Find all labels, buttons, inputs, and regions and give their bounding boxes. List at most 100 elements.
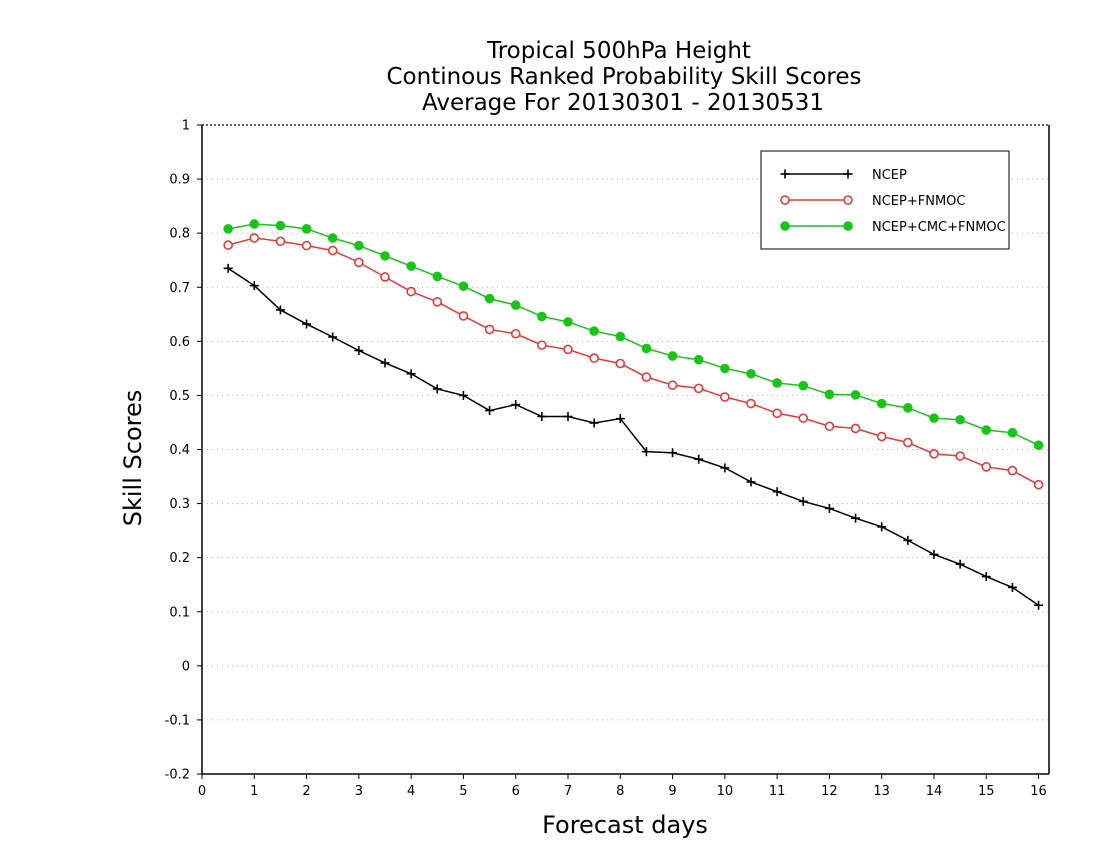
data-point [824, 389, 835, 400]
x-tick-label: 14 [926, 784, 943, 799]
series-line [227, 267, 1039, 606]
data-point [458, 281, 469, 291]
series-line [227, 237, 1039, 486]
legend-label: NCEP [872, 168, 907, 183]
legend-marker [780, 195, 790, 205]
data-point [510, 300, 521, 310]
data-point [772, 378, 782, 388]
data-point [851, 513, 861, 523]
legend-marker [843, 221, 853, 231]
data-point [458, 390, 468, 400]
data-point [1033, 440, 1044, 450]
data-point [328, 332, 338, 342]
data-point [1033, 479, 1044, 490]
x-tick-label: 10 [717, 784, 734, 799]
data-point [589, 418, 599, 428]
x-tick-label: 11 [769, 784, 786, 799]
data-point [511, 400, 521, 410]
data-point [746, 477, 756, 487]
data-point [746, 398, 756, 409]
data-point [693, 354, 704, 365]
y-tick-label: -0.1 [165, 713, 190, 728]
y-tick-label: 1 [182, 119, 190, 134]
x-axis-title: Forecast days [542, 811, 708, 839]
data-point [929, 549, 939, 559]
data-point [223, 224, 233, 234]
data-point [850, 390, 861, 400]
data-point [406, 261, 416, 271]
data-point [275, 305, 285, 315]
data-point [380, 272, 390, 282]
data-point [484, 324, 495, 335]
y-tick-label: 0.8 [169, 227, 190, 242]
title-line-2: Continous Ranked Probability Skill Score… [386, 64, 861, 90]
legend-item: NCEP+CMC+FNMOC [780, 220, 1006, 235]
data-point [693, 383, 704, 394]
data-point [354, 257, 364, 268]
x-tick-label: 15 [978, 784, 995, 799]
y-tick-label: 0.7 [169, 281, 190, 296]
y-tick-label: 0.5 [169, 389, 190, 404]
data-point [615, 358, 626, 369]
data-point [510, 328, 521, 339]
data-point [485, 406, 495, 416]
x-tick-label: 8 [616, 784, 624, 799]
data-point [955, 414, 965, 425]
legend-marker [780, 221, 790, 231]
y-tick-label: 0 [182, 659, 190, 674]
data-point [981, 572, 991, 582]
data-point [432, 271, 443, 282]
data-point [641, 343, 652, 354]
legend-marker [843, 169, 853, 179]
data-point [354, 346, 364, 356]
title-line-3: Average For 20130301 - 20130531 [422, 90, 824, 116]
legend-label: NCEP+FNMOC [872, 194, 965, 209]
series-ncep-fnmoc [223, 233, 1044, 490]
data-point [798, 413, 809, 423]
data-point [824, 503, 834, 513]
x-tick-label: 1 [250, 784, 258, 799]
x-tick-label: 6 [512, 784, 520, 799]
data-point [563, 344, 573, 355]
data-point [615, 331, 626, 342]
data-point [876, 398, 887, 409]
y-tick-label: 0.6 [169, 335, 190, 350]
data-point [903, 403, 913, 413]
data-point [720, 463, 730, 473]
data-point [406, 369, 416, 379]
data-point [981, 462, 992, 472]
x-tick-label: 13 [873, 784, 890, 799]
data-point [275, 236, 286, 247]
data-point [223, 263, 233, 273]
data-point [694, 454, 704, 464]
x-tick-label: 16 [1030, 784, 1047, 799]
x-tick-label: 4 [407, 784, 415, 799]
data-point [537, 340, 547, 350]
data-point [380, 251, 390, 261]
legend-item: NCEP [780, 168, 907, 183]
x-axis-ticks: 0 1 2 3 4 5 6 7 8 9 10 11 12 13 14 15 16 [198, 774, 1047, 799]
series-ncep-cmc-fnmoc [223, 219, 1044, 450]
y-tick-label: 0.3 [169, 497, 190, 512]
data-point [772, 487, 782, 497]
series-ncep [223, 263, 1044, 610]
x-tick-label: 3 [355, 784, 363, 799]
data-point [876, 431, 887, 442]
data-point [929, 449, 939, 459]
y-tick-label: 0.4 [169, 443, 190, 458]
legend-marker [843, 195, 853, 205]
data-point [615, 414, 625, 424]
data-point [432, 384, 442, 394]
data-point [668, 448, 678, 458]
data-point [1007, 427, 1018, 438]
data-point [249, 233, 260, 243]
data-point [1007, 582, 1017, 592]
data-point [772, 408, 782, 419]
data-point [537, 311, 547, 322]
data-point [798, 380, 809, 391]
data-point [301, 224, 312, 234]
data-point [667, 380, 678, 390]
data-point [275, 220, 286, 231]
legend-marker [780, 169, 790, 179]
